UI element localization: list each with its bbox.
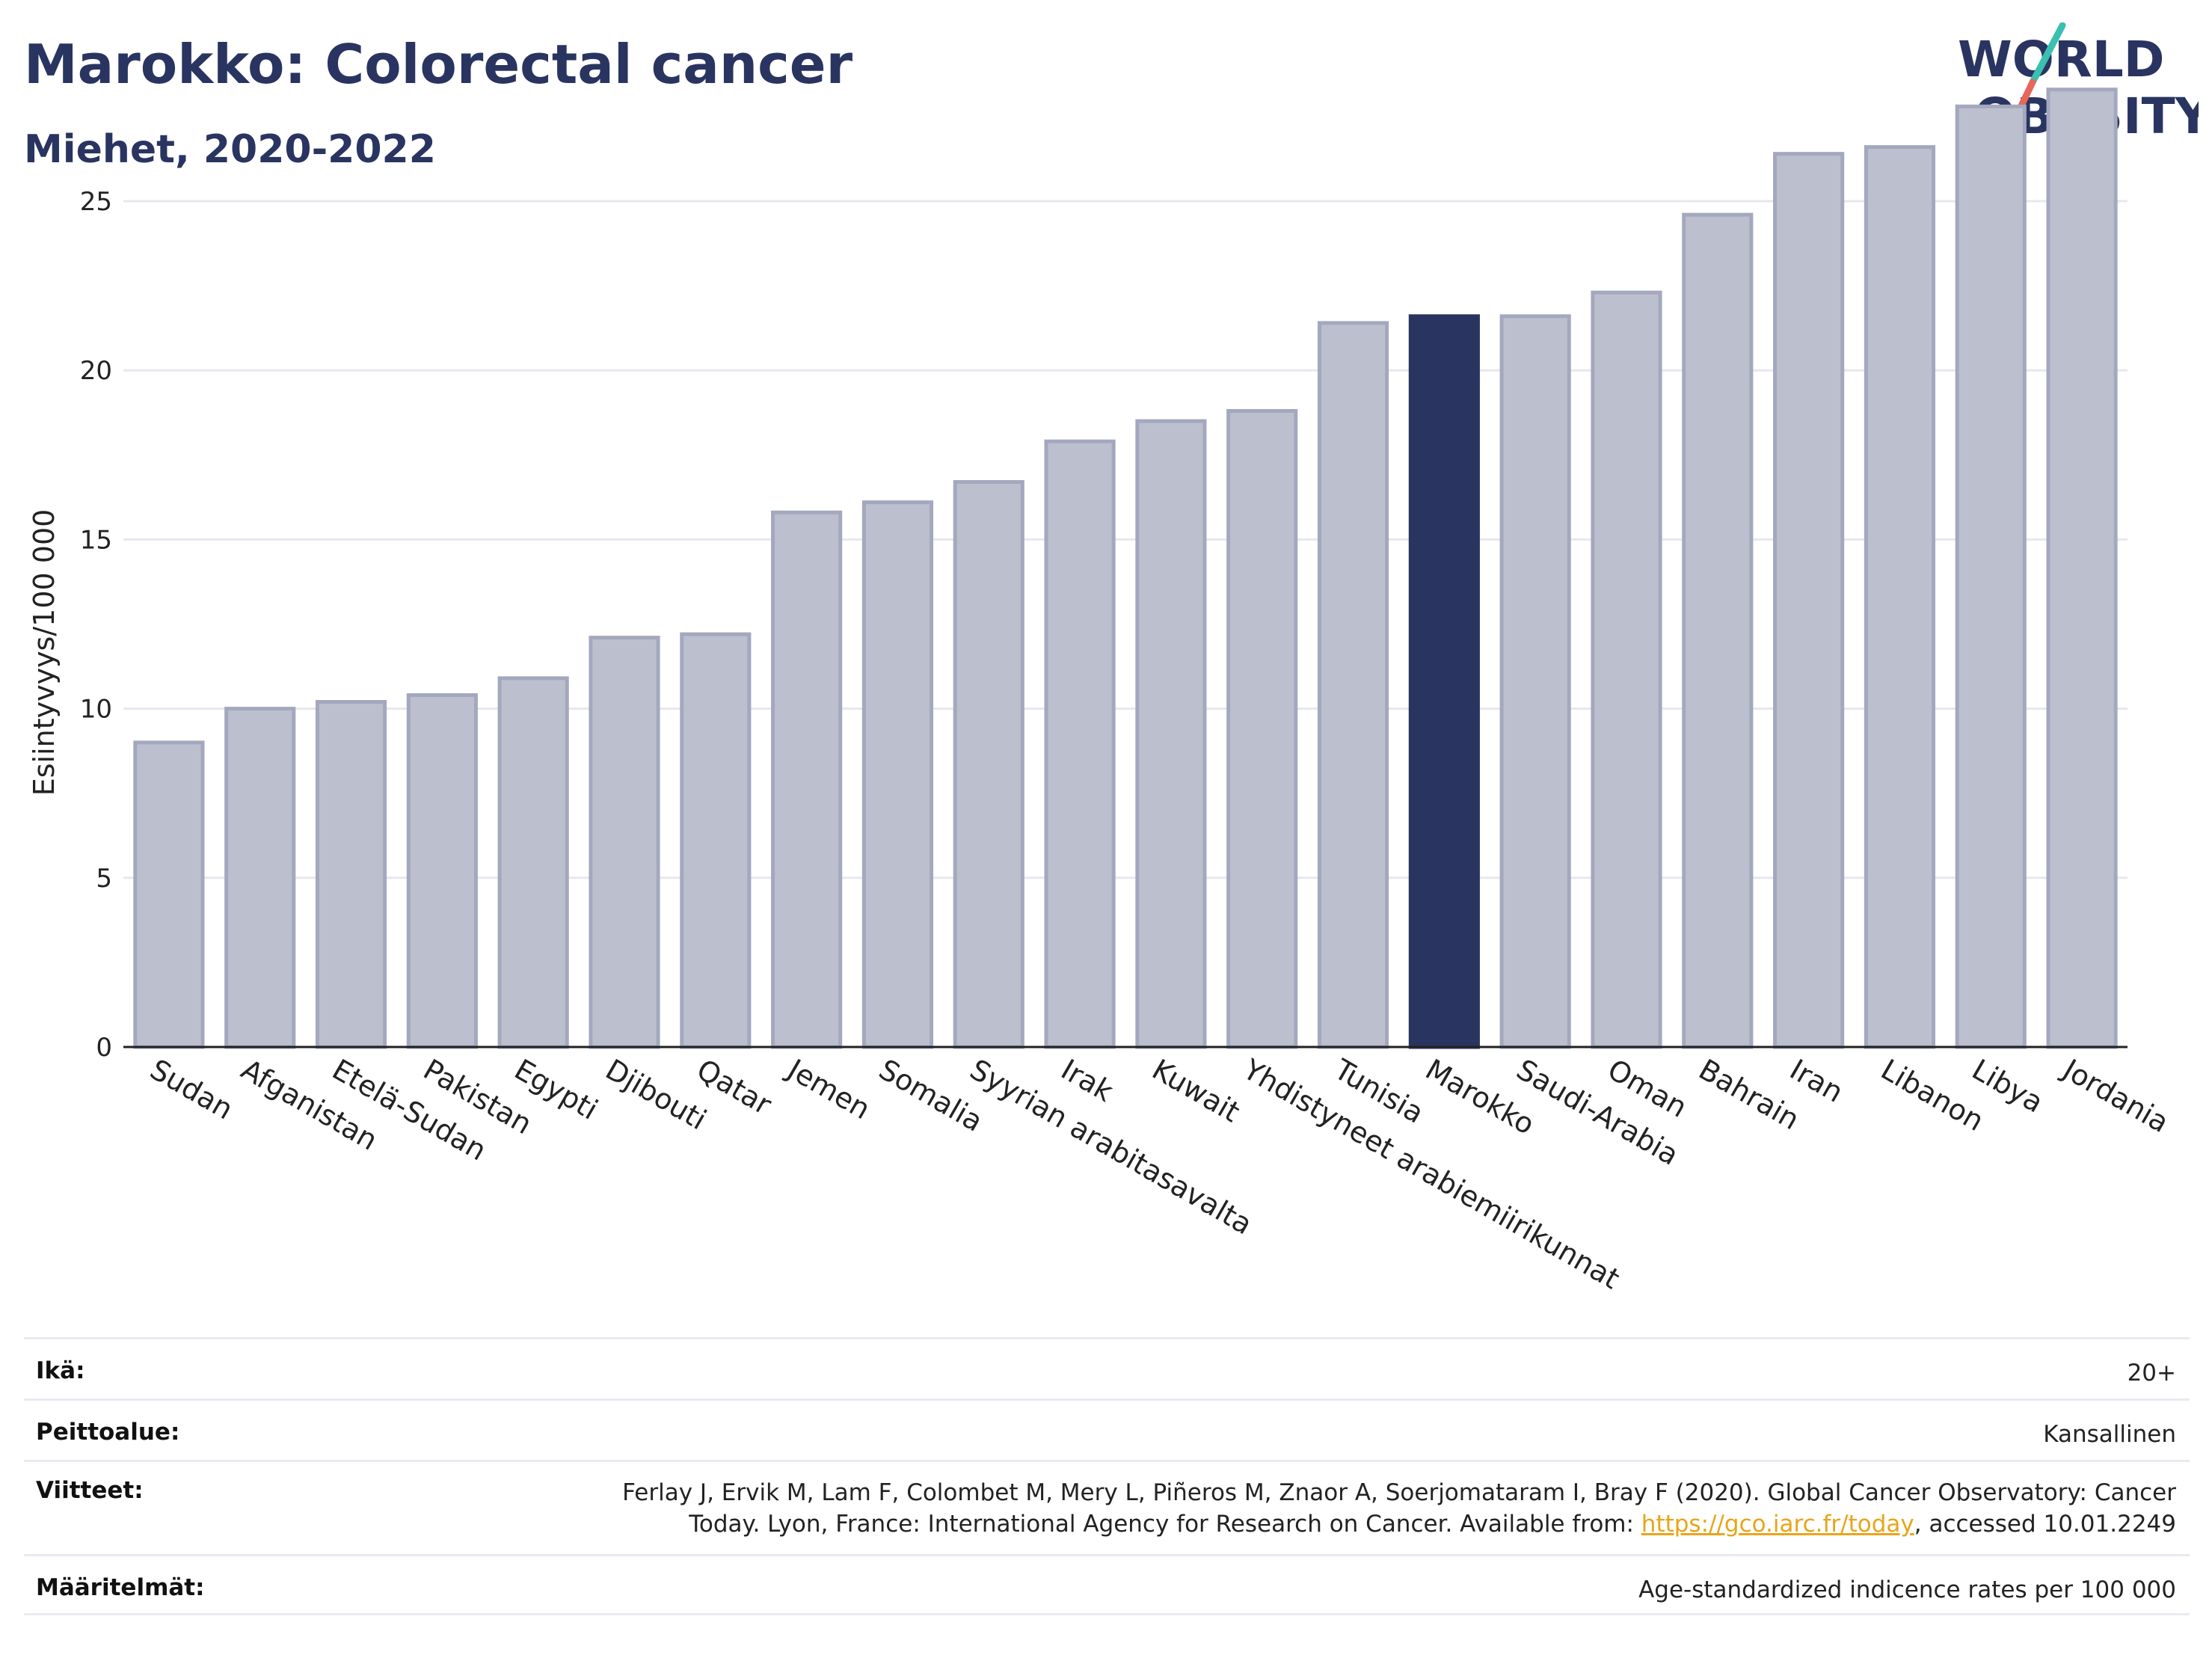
- y-tick-label: 20: [80, 356, 112, 386]
- x-tick-label: Bahrain: [1693, 1053, 1804, 1137]
- y-tick-label: 5: [96, 864, 112, 894]
- y-axis-title: Esiintyvyys/100 000: [28, 509, 61, 796]
- reference-line-2-pre: Today. Lyon, France: International Agenc…: [689, 1511, 1641, 1538]
- bar: [1044, 439, 1116, 1049]
- reference-line-2-post: , accessed 10.01.2249: [1914, 1511, 2176, 1538]
- meta-row-age: Ikä: 20+: [24, 1337, 2190, 1398]
- chart-subtitle: Miehet, 2020-2022: [24, 127, 436, 172]
- meta-label-age: Ikä:: [36, 1357, 85, 1384]
- y-tick-label: 25: [80, 187, 112, 217]
- bar-highlight: [1408, 314, 1480, 1049]
- metadata-table: Ikä: 20+ Peittoalue: Kansallinen Viittee…: [24, 1337, 2190, 1615]
- meta-row-definitions: Määritelmät: Age-standardized indicence …: [24, 1554, 2190, 1615]
- bar: [1591, 290, 1662, 1049]
- bar: [497, 676, 569, 1049]
- bar: [315, 700, 387, 1049]
- bar: [2046, 87, 2118, 1049]
- x-tick-label: Djibouti: [600, 1053, 713, 1137]
- meta-value-coverage: Kansallinen: [2043, 1421, 2176, 1448]
- meta-value-age: 20+: [2127, 1360, 2176, 1387]
- meta-value-references: Ferlay J, Ervik M, Lam F, Colombet M, Me…: [622, 1477, 2190, 1540]
- meta-value-definitions: Age-standardized indicence rates per 100…: [1638, 1576, 2176, 1603]
- bar: [1135, 419, 1207, 1049]
- x-tick-label: Jordania: [2056, 1052, 2175, 1139]
- bar: [224, 707, 296, 1049]
- y-tick-label: 15: [80, 525, 112, 555]
- bar: [589, 636, 660, 1049]
- reference-link[interactable]: https://gco.iarc.fr/today: [1641, 1511, 1914, 1538]
- x-tick-label: Jemen: [781, 1052, 876, 1126]
- bar: [1682, 212, 1754, 1049]
- meta-row-coverage: Peittoalue: Kansallinen: [24, 1398, 2190, 1460]
- bar: [680, 632, 752, 1049]
- bar: [1317, 321, 1389, 1049]
- meta-label-coverage: Peittoalue:: [36, 1419, 180, 1446]
- logo-text-world: WORLD: [1958, 31, 2165, 88]
- bar: [953, 479, 1024, 1049]
- x-tick-label: Somalia: [873, 1053, 989, 1138]
- meta-label-definitions: Määritelmät:: [36, 1574, 205, 1601]
- x-tick-label: Kuwait: [1146, 1053, 1245, 1129]
- logo-slash-top: [2029, 22, 2066, 86]
- bar: [1955, 104, 2027, 1049]
- y-tick-label: 0: [96, 1033, 112, 1063]
- meta-label-references: Viitteet:: [36, 1477, 144, 1504]
- bar: [1864, 145, 1936, 1049]
- bar: [1226, 408, 1298, 1049]
- bar: [771, 510, 843, 1049]
- bar: [1773, 152, 1845, 1049]
- bar: [1499, 314, 1571, 1049]
- y-tick-label: 10: [80, 695, 112, 725]
- meta-row-references: Viitteet: Ferlay J, Ervik M, Lam F, Colo…: [24, 1460, 2190, 1554]
- chart-title: Marokko: Colorectal cancer: [24, 33, 853, 96]
- bar: [406, 693, 478, 1049]
- x-tick-label: Irak: [1056, 1053, 1119, 1108]
- x-tick-label: Iran: [1784, 1053, 1849, 1109]
- x-tick-label: Libanon: [1875, 1053, 1989, 1137]
- reference-line-1: Ferlay J, Ervik M, Lam F, Colombet M, Me…: [622, 1479, 2176, 1506]
- x-tick-label: Sudan: [144, 1053, 239, 1126]
- bar: [861, 500, 934, 1049]
- bar: [133, 740, 205, 1049]
